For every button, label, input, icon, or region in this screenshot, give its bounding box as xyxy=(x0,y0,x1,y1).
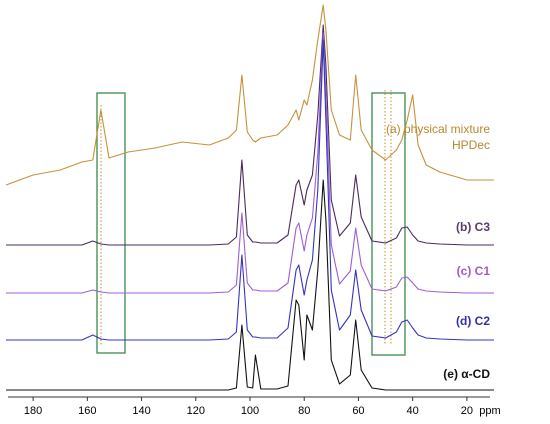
spectrum-line xyxy=(6,179,494,391)
x-tick-label: 100 xyxy=(241,405,259,417)
highlight-box xyxy=(371,92,406,356)
series-label: HPDec xyxy=(452,138,490,152)
x-axis-label: ppm xyxy=(479,405,500,417)
series-label: (d) C2 xyxy=(456,314,490,328)
series-label: (a) physical mixture xyxy=(386,122,490,136)
x-tick-label: 80 xyxy=(298,405,310,417)
series-label: (b) C3 xyxy=(456,220,490,234)
x-tick-label: 180 xyxy=(24,405,42,417)
x-tick-label: 140 xyxy=(132,405,150,417)
spectrum-line xyxy=(6,32,494,294)
spectrum-line xyxy=(6,24,494,246)
x-tick-label: 40 xyxy=(407,405,419,417)
x-tick-label: 60 xyxy=(352,405,364,417)
spectrum-line xyxy=(6,39,494,341)
series-label: (e) α-CD xyxy=(443,367,490,381)
highlight-box xyxy=(96,92,126,354)
x-tick-label: 20 xyxy=(461,405,473,417)
x-tick-label: 160 xyxy=(78,405,96,417)
spectrum-line xyxy=(5,4,494,186)
series-label: (c) C1 xyxy=(457,264,491,278)
x-tick-label: 120 xyxy=(187,405,205,417)
